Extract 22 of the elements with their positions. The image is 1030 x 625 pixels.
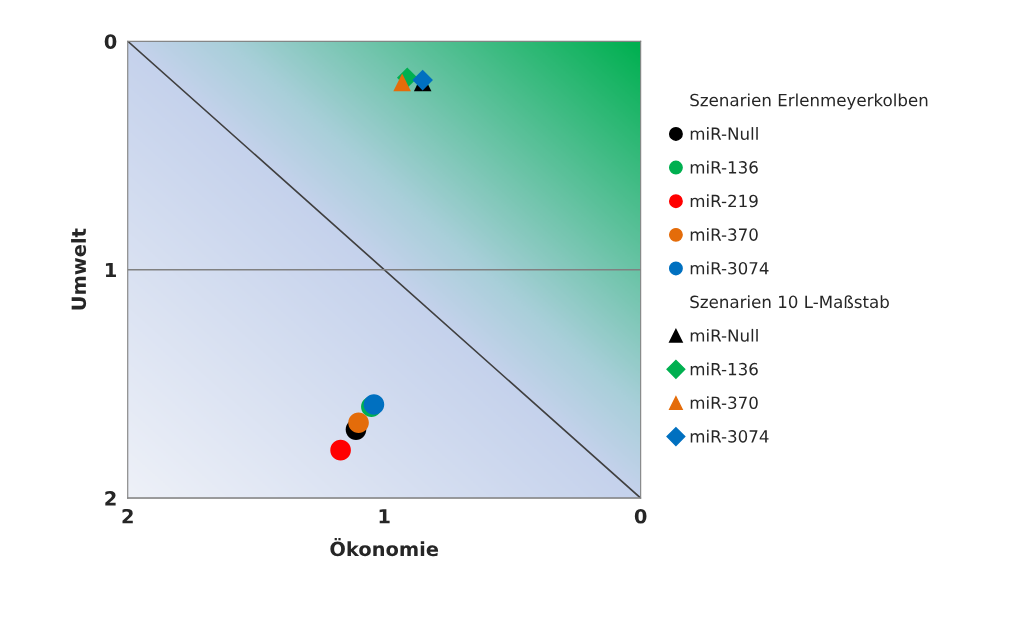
legend-label: miR-136: [690, 362, 758, 376]
y-axis-title: Umwelt: [71, 228, 87, 310]
text: Szenarien Erlenmeyerkolben: [690, 93, 928, 110]
point: [393, 73, 411, 92]
y-tick-label: 0: [104, 34, 117, 49]
legend-label: miR-Null: [690, 127, 758, 140]
y-tick-label: 1: [105, 262, 116, 278]
x-tick-label: 0: [634, 508, 647, 524]
point: [348, 412, 369, 434]
legend-label: miR-3074: [690, 261, 769, 275]
legend-label: miR-219: [690, 194, 758, 208]
y-tick-label: 2: [105, 491, 116, 506]
legend-label: miR-Null: [690, 328, 758, 342]
legend-label: miR-3074: [690, 429, 769, 443]
legend-label: miR-136: [690, 160, 758, 174]
x-tick-label: 2: [122, 508, 133, 524]
text: Szenarien 10 L-Maßstab: [690, 295, 889, 309]
point: [330, 439, 351, 461]
x-tick-label: 1: [379, 509, 390, 524]
legend-label: miR-370: [690, 396, 758, 410]
x-axis-title: Ökonomie: [330, 538, 439, 557]
legend-label: miR-370: [690, 227, 758, 241]
